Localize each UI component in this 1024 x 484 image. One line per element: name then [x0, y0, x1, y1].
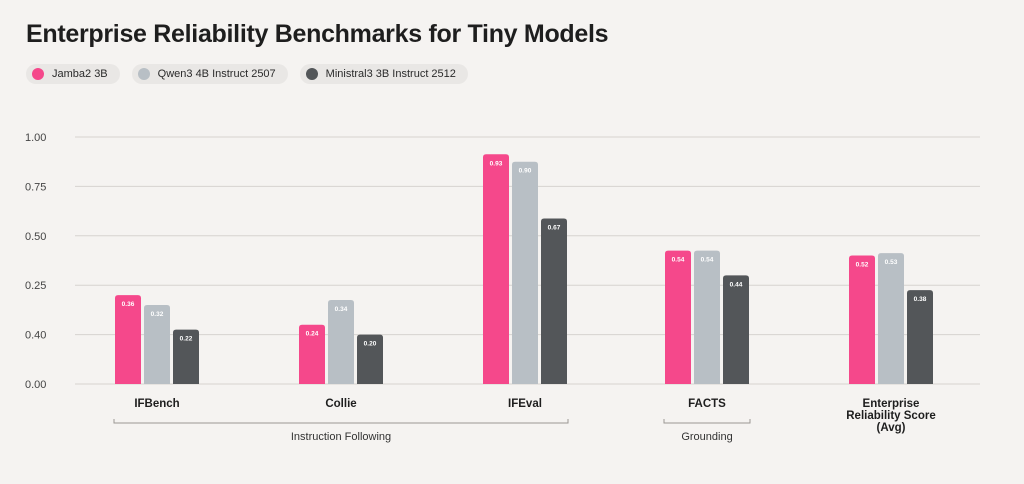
y-tick-label: 0.50 [25, 231, 46, 243]
group-bracket [663, 419, 751, 424]
category-label: IFBench [134, 398, 179, 410]
category-label: Collie [325, 398, 356, 410]
category-label: Enterprise [863, 398, 920, 410]
bar [723, 275, 749, 384]
bar-value-label: 0.52 [856, 262, 869, 269]
legend-swatch-qwen [137, 68, 150, 80]
bar [328, 300, 354, 384]
bar-value-label: 0.38 [914, 296, 927, 303]
bar-value-label: 0.22 [180, 336, 193, 343]
bar-value-label: 0.24 [306, 331, 319, 338]
legend-swatch-jamba [32, 68, 44, 80]
bar [907, 290, 933, 384]
y-tick-label: 0.75 [25, 181, 46, 193]
bar-value-label: 0.90 [519, 168, 532, 175]
legend-label-ministral: Ministral3 3B Instruct 2512 [325, 68, 456, 80]
chart-title: Enterprise Reliability Benchmarks for Ti… [26, 20, 609, 48]
bar [173, 329, 199, 384]
group-label: Instruction Following [291, 431, 391, 443]
group-bracket [113, 419, 569, 424]
bar-value-label: 0.20 [364, 341, 377, 348]
legend-label-jamba: Jamba2 3B [52, 68, 108, 80]
bar [665, 250, 691, 384]
bar-value-label: 0.32 [151, 311, 164, 318]
bar-value-label: 0.44 [730, 281, 743, 288]
bar [483, 154, 509, 384]
bar-value-label: 0.36 [122, 301, 135, 308]
bar [878, 253, 904, 384]
bar-value-label: 0.54 [701, 257, 714, 264]
bar [512, 161, 538, 384]
legend: Jamba2 3B Qwen3 4B Instruct 2507 Ministr… [26, 64, 468, 84]
bar [299, 324, 325, 384]
y-tick-label: 0.25 [25, 280, 46, 292]
category-label: FACTS [688, 398, 726, 410]
bar-value-label: 0.53 [885, 259, 898, 266]
bar [694, 250, 720, 384]
bar [541, 218, 567, 384]
bar-value-label: 0.54 [672, 257, 685, 264]
bar [144, 304, 170, 384]
bar [357, 334, 383, 384]
legend-label-qwen: Qwen3 4B Instruct 2507 [157, 68, 276, 80]
legend-swatch-ministral [305, 68, 318, 80]
bar-value-label: 0.34 [335, 306, 348, 313]
y-tick-label: 0.40 [25, 330, 46, 342]
category-label: IFEval [508, 398, 542, 410]
y-tick-label: 1.00 [25, 132, 46, 144]
bar [849, 255, 875, 384]
category-label: Reliability Score [846, 410, 935, 422]
group-label: Grounding [681, 431, 732, 443]
bar-value-label: 0.67 [548, 225, 561, 232]
legend-item-ministral: Ministral3 3B Instruct 2512 [299, 64, 468, 84]
legend-item-jamba: Jamba2 3B [26, 64, 120, 84]
bar [115, 295, 141, 384]
category-label: (Avg) [877, 422, 906, 434]
legend-item-qwen: Qwen3 4B Instruct 2507 [131, 64, 288, 84]
bar-value-label: 0.93 [490, 160, 503, 167]
y-tick-label: 0.00 [25, 379, 46, 391]
